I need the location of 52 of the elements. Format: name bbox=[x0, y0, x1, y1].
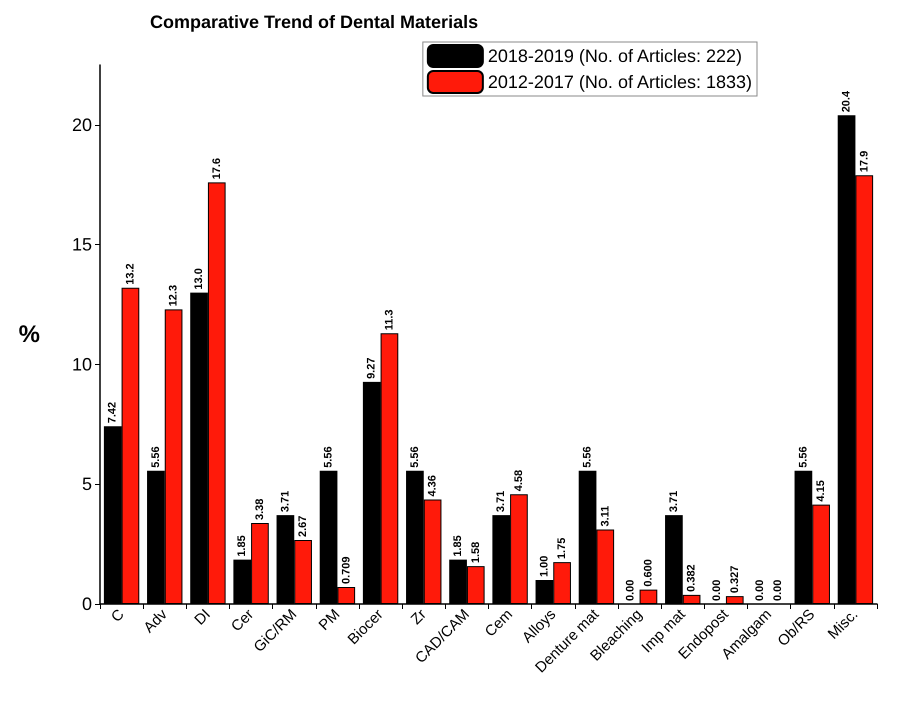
y-tick-label: 0 bbox=[82, 594, 92, 614]
data-label: 3.11 bbox=[599, 506, 612, 526]
data-label: 0.709 bbox=[340, 556, 352, 584]
data-label: 20.4 bbox=[840, 90, 853, 112]
data-label: 3.71 bbox=[668, 490, 680, 512]
y-tick-label: 20 bbox=[72, 114, 92, 135]
data-label: 1.85 bbox=[236, 535, 248, 557]
x-tick-label: Cer bbox=[228, 606, 258, 636]
data-label: 2.67 bbox=[297, 516, 310, 538]
y-axis-title: % bbox=[18, 321, 40, 348]
data-label: 0.327 bbox=[728, 566, 741, 594]
data-label: 5.56 bbox=[150, 446, 162, 468]
y-tick-label: 5 bbox=[82, 474, 92, 494]
data-label: 0.00 bbox=[754, 580, 766, 601]
legend-label: 2018-2019 (No. of Articles: 222) bbox=[488, 46, 742, 66]
data-label: 12.3 bbox=[168, 284, 180, 306]
y-tick-label: 15 bbox=[72, 234, 92, 255]
data-label: 0.00 bbox=[624, 580, 637, 601]
data-label: 13.2 bbox=[124, 263, 136, 285]
x-tick-label: PM bbox=[316, 606, 344, 634]
data-label: 5.56 bbox=[797, 446, 810, 468]
data-label: 1.00 bbox=[538, 556, 550, 578]
x-tick-label: Adv bbox=[140, 606, 172, 636]
data-label: 4.36 bbox=[426, 475, 439, 497]
x-tick-label: DI bbox=[191, 606, 214, 629]
data-label: 1.58 bbox=[470, 542, 482, 564]
data-label: 17.6 bbox=[210, 158, 223, 180]
data-label: 11.3 bbox=[383, 309, 396, 330]
data-label: 0.600 bbox=[642, 559, 654, 587]
data-label: 0.00 bbox=[711, 580, 724, 601]
y-tick-label: 10 bbox=[72, 354, 92, 374]
x-tick-label: Misc. bbox=[824, 606, 862, 643]
legend-label: 2012-2017 (No. of Articles: 1833) bbox=[488, 72, 752, 92]
data-label: 1.85 bbox=[452, 535, 464, 557]
data-label: 5.56 bbox=[408, 446, 421, 468]
data-label: 0.00 bbox=[772, 580, 784, 601]
data-label: 4.58 bbox=[512, 470, 525, 492]
data-label: 3.38 bbox=[254, 498, 266, 520]
data-label: 0.382 bbox=[686, 564, 698, 592]
data-label: 7.42 bbox=[106, 402, 119, 424]
data-label: 5.56 bbox=[322, 446, 335, 468]
data-label: 1.75 bbox=[556, 538, 568, 560]
x-tick-label: Cem bbox=[482, 606, 516, 640]
data-label: 3.71 bbox=[279, 490, 292, 512]
data-label: 5.56 bbox=[582, 446, 594, 468]
data-label: 17.9 bbox=[858, 150, 870, 172]
data-label: 4.15 bbox=[815, 480, 828, 502]
data-label: 3.71 bbox=[495, 490, 508, 512]
x-tick-label: C bbox=[108, 606, 128, 626]
chart-title: Comparative Trend of Dental Materials bbox=[150, 12, 478, 32]
data-label: 9.27 bbox=[366, 358, 378, 379]
data-label: 13.0 bbox=[193, 268, 206, 290]
